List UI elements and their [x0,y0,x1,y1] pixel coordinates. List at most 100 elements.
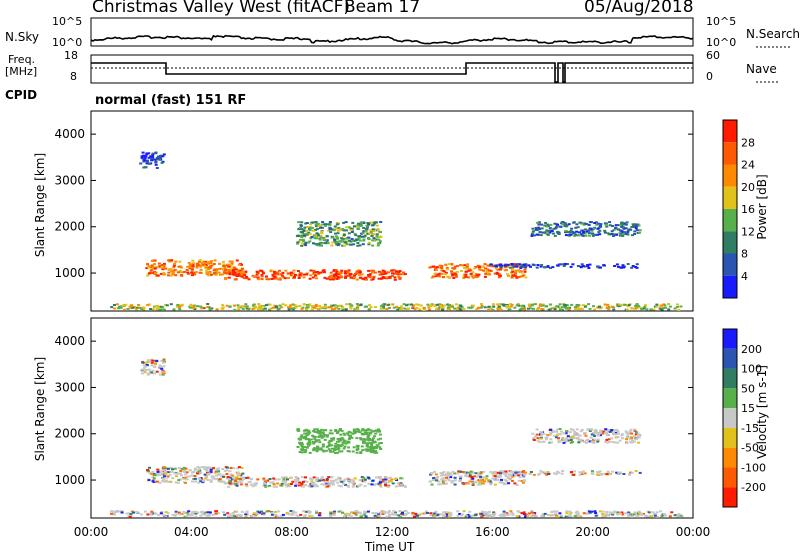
heatmap-cell [294,511,298,514]
heatmap-cell [305,229,309,232]
heatmap-cell [242,276,246,279]
heatmap-cell [228,480,232,483]
heatmap-cell [432,265,436,268]
heatmap-cell [255,273,259,276]
heatmap-cell [272,270,276,273]
heatmap-cell [545,225,549,228]
heatmap-cell [560,306,564,309]
heatmap-cell [120,510,124,513]
heatmap-cell [545,436,549,439]
heatmap-cell [376,244,380,247]
heatmap-cell [578,439,581,442]
heatmap-cell [566,435,570,438]
heatmap-cell [317,514,321,517]
heatmap-cell [386,276,390,279]
heatmap-cell [182,511,186,513]
heatmap-cell [564,225,568,228]
heatmap-cell [350,304,354,307]
heatmap-cell [584,228,588,231]
heatmap-cell [594,233,598,236]
heatmap-cell [532,473,536,476]
heatmap-cell [565,430,568,433]
heatmap-cell [142,308,146,311]
heatmap-cell [360,273,364,276]
heatmap-cell [260,278,264,281]
heatmap-cell [555,436,559,439]
heatmap-cell [323,303,327,306]
heatmap-cell [158,266,162,269]
heatmap-cell [664,306,667,309]
heatmap-cell [451,273,455,276]
heatmap-cell [411,511,415,514]
heatmap-cell [338,240,342,243]
heatmap-cell [240,305,244,308]
heatmap-cell [461,471,465,473]
heatmap-cell [355,437,359,440]
heatmap-cell [278,304,282,307]
heatmap-cell [310,515,314,517]
heatmap-cell [191,480,194,483]
heatmap-cell [456,308,459,311]
heatmap-cell [156,468,160,471]
heatmap-cell [171,272,175,275]
heatmap-cell [217,473,220,476]
heatmap-cell [496,478,500,481]
heatmap-cell [516,515,519,518]
heatmap-cell [355,451,359,454]
heatmap-cell [183,515,187,518]
heatmap-cell [520,304,524,307]
heatmap-cell [322,435,326,438]
heatmap-cell [198,271,202,274]
heatmap-cell [115,303,119,306]
heatmap-cell [344,275,348,278]
heatmap-cell [300,307,304,310]
heatmap-cell [315,225,318,228]
heatmap-cell [491,308,495,311]
heatmap-cell [480,510,484,513]
heatmap-cell [394,478,398,480]
heatmap-cell [356,242,360,244]
heatmap-cell [411,306,415,309]
heatmap-cell [535,266,539,269]
heatmap-cell [303,450,307,453]
heatmap-cell [502,472,506,475]
heatmap-cell [495,271,499,274]
heatmap-cell [494,476,498,479]
heatmap-cell [331,277,335,280]
heatmap-cell [164,267,168,270]
heatmap-cell [216,268,220,270]
heatmap-cell [385,515,389,518]
heatmap-cell [554,514,558,517]
heatmap-cell [524,513,528,516]
freq-unit-label: [MHz] [5,65,38,78]
heatmap-cell [235,484,239,487]
heatmap-cell [163,371,167,374]
heatmap-cell [627,432,631,435]
heatmap-cell [649,515,653,518]
heatmap-cell [480,471,484,474]
heatmap-cell [546,230,550,233]
heatmap-cell [178,305,182,308]
heatmap-cell [620,230,624,233]
heatmap-cell [321,223,324,226]
heatmap-cell [335,221,339,224]
heatmap-cell [360,445,364,448]
heatmap-cell [436,513,440,516]
heatmap-cell [572,473,576,476]
heatmap-cell [426,303,430,306]
heatmap-cell [139,513,143,516]
heatmap-cell [330,304,333,307]
heatmap-cell [231,270,235,273]
velocity-panel-frame [90,317,694,519]
heatmap-cell [146,304,150,307]
heatmap-cell [256,478,260,481]
heatmap-cell [497,476,501,479]
heatmap-cell [321,269,325,272]
heatmap-cell [306,511,310,514]
heatmap-cell [154,480,158,483]
heatmap-cell [509,305,513,308]
heatmap-cell [567,308,571,311]
heatmap-cell [150,155,154,158]
heatmap-cell [580,222,584,225]
heatmap-cell [203,511,207,514]
